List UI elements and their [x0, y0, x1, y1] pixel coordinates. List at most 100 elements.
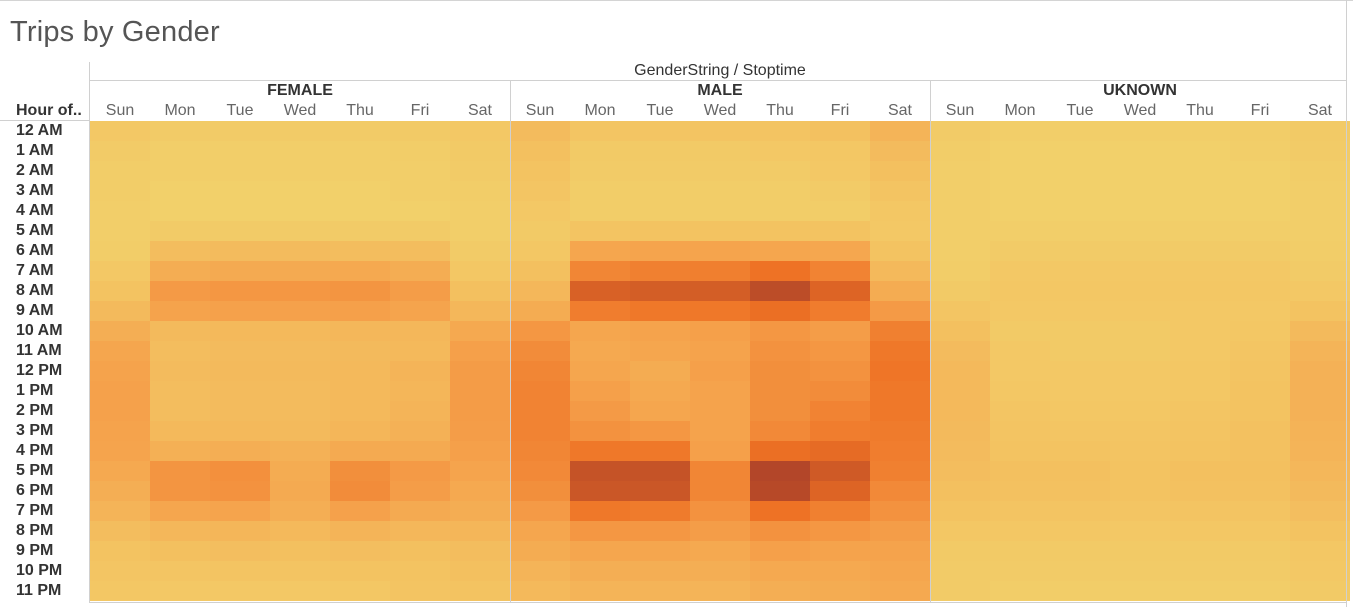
heatmap-cell[interactable]	[750, 541, 810, 561]
heatmap-cell[interactable]	[570, 241, 630, 261]
heatmap-cell[interactable]	[270, 461, 330, 481]
heatmap-cell[interactable]	[1230, 501, 1290, 521]
heatmap-cell[interactable]	[210, 461, 270, 481]
heatmap-cell[interactable]	[390, 341, 450, 361]
heatmap-cell[interactable]	[510, 381, 570, 401]
heatmap-cell[interactable]	[390, 321, 450, 341]
heatmap-cell[interactable]	[690, 421, 750, 441]
heatmap-cell[interactable]	[90, 501, 150, 521]
heatmap-cell[interactable]	[930, 341, 990, 361]
heatmap-cell[interactable]	[690, 161, 750, 181]
heatmap-cell[interactable]	[1290, 281, 1350, 301]
heatmap-cell[interactable]	[510, 141, 570, 161]
heatmap-cell[interactable]	[1050, 361, 1110, 381]
heatmap-cell[interactable]	[150, 281, 210, 301]
heatmap-cell[interactable]	[1170, 321, 1230, 341]
heatmap-cell[interactable]	[210, 521, 270, 541]
heatmap-cell[interactable]	[1050, 561, 1110, 581]
heatmap-cell[interactable]	[1050, 421, 1110, 441]
heatmap-cell[interactable]	[450, 341, 510, 361]
heatmap-cell[interactable]	[630, 301, 690, 321]
heatmap-cell[interactable]	[630, 481, 690, 501]
heatmap-cell[interactable]	[1110, 221, 1170, 241]
heatmap-cell[interactable]	[1170, 341, 1230, 361]
heatmap-cell[interactable]	[270, 341, 330, 361]
heatmap-cell[interactable]	[150, 381, 210, 401]
heatmap-cell[interactable]	[1230, 321, 1290, 341]
heatmap-cell[interactable]	[1230, 481, 1290, 501]
heatmap-cell[interactable]	[750, 221, 810, 241]
heatmap-cell[interactable]	[390, 481, 450, 501]
heatmap-cell[interactable]	[330, 401, 390, 421]
heatmap-cell[interactable]	[510, 481, 570, 501]
heatmap-cell[interactable]	[330, 281, 390, 301]
heatmap-cell[interactable]	[810, 381, 870, 401]
heatmap-cell[interactable]	[510, 541, 570, 561]
heatmap-cell[interactable]	[150, 581, 210, 601]
heatmap-cell[interactable]	[570, 301, 630, 321]
heatmap-cell[interactable]	[870, 421, 930, 441]
heatmap-cell[interactable]	[1290, 481, 1350, 501]
heatmap-cell[interactable]	[570, 581, 630, 601]
heatmap-cell[interactable]	[330, 221, 390, 241]
heatmap-cell[interactable]	[90, 421, 150, 441]
heatmap-cell[interactable]	[90, 361, 150, 381]
heatmap-cell[interactable]	[930, 581, 990, 601]
heatmap-cell[interactable]	[930, 181, 990, 201]
heatmap-cell[interactable]	[510, 421, 570, 441]
heatmap-cell[interactable]	[750, 321, 810, 341]
heatmap-cell[interactable]	[750, 481, 810, 501]
heatmap-cell[interactable]	[1290, 141, 1350, 161]
heatmap-cell[interactable]	[750, 501, 810, 521]
heatmap-cell[interactable]	[570, 141, 630, 161]
heatmap-cell[interactable]	[630, 221, 690, 241]
heatmap-cell[interactable]	[1170, 521, 1230, 541]
heatmap-cell[interactable]	[810, 301, 870, 321]
heatmap-cell[interactable]	[210, 381, 270, 401]
heatmap-cell[interactable]	[1050, 521, 1110, 541]
heatmap-cell[interactable]	[90, 281, 150, 301]
heatmap-cell[interactable]	[750, 441, 810, 461]
heatmap-cell[interactable]	[150, 561, 210, 581]
heatmap-cell[interactable]	[330, 441, 390, 461]
heatmap-cell[interactable]	[690, 241, 750, 261]
heatmap-cell[interactable]	[390, 501, 450, 521]
heatmap-cell[interactable]	[270, 521, 330, 541]
heatmap-cell[interactable]	[450, 541, 510, 561]
heatmap-cell[interactable]	[930, 421, 990, 441]
heatmap-cell[interactable]	[930, 481, 990, 501]
heatmap-cell[interactable]	[870, 141, 930, 161]
heatmap-cell[interactable]	[390, 521, 450, 541]
heatmap-cell[interactable]	[390, 421, 450, 441]
heatmap-cell[interactable]	[510, 121, 570, 141]
heatmap-cell[interactable]	[210, 121, 270, 141]
heatmap-cell[interactable]	[330, 581, 390, 601]
heatmap-cell[interactable]	[150, 441, 210, 461]
heatmap-cell[interactable]	[930, 521, 990, 541]
heatmap-cell[interactable]	[150, 521, 210, 541]
heatmap-cell[interactable]	[630, 421, 690, 441]
heatmap-cell[interactable]	[1050, 261, 1110, 281]
heatmap-cell[interactable]	[90, 381, 150, 401]
heatmap-cell[interactable]	[990, 141, 1050, 161]
heatmap-cell[interactable]	[990, 281, 1050, 301]
heatmap-cell[interactable]	[570, 201, 630, 221]
heatmap-cell[interactable]	[870, 261, 930, 281]
heatmap-cell[interactable]	[150, 181, 210, 201]
heatmap-cell[interactable]	[750, 581, 810, 601]
heatmap-cell[interactable]	[210, 241, 270, 261]
heatmap-cell[interactable]	[1290, 541, 1350, 561]
heatmap-cell[interactable]	[90, 581, 150, 601]
heatmap-cell[interactable]	[630, 541, 690, 561]
heatmap-cell[interactable]	[990, 401, 1050, 421]
heatmap-cell[interactable]	[930, 541, 990, 561]
heatmap-cell[interactable]	[1170, 441, 1230, 461]
heatmap-cell[interactable]	[210, 561, 270, 581]
heatmap-cell[interactable]	[150, 401, 210, 421]
heatmap-cell[interactable]	[210, 541, 270, 561]
heatmap-cell[interactable]	[450, 181, 510, 201]
heatmap-cell[interactable]	[1110, 341, 1170, 361]
heatmap-cell[interactable]	[1110, 301, 1170, 321]
heatmap-cell[interactable]	[1050, 121, 1110, 141]
heatmap-cell[interactable]	[270, 561, 330, 581]
